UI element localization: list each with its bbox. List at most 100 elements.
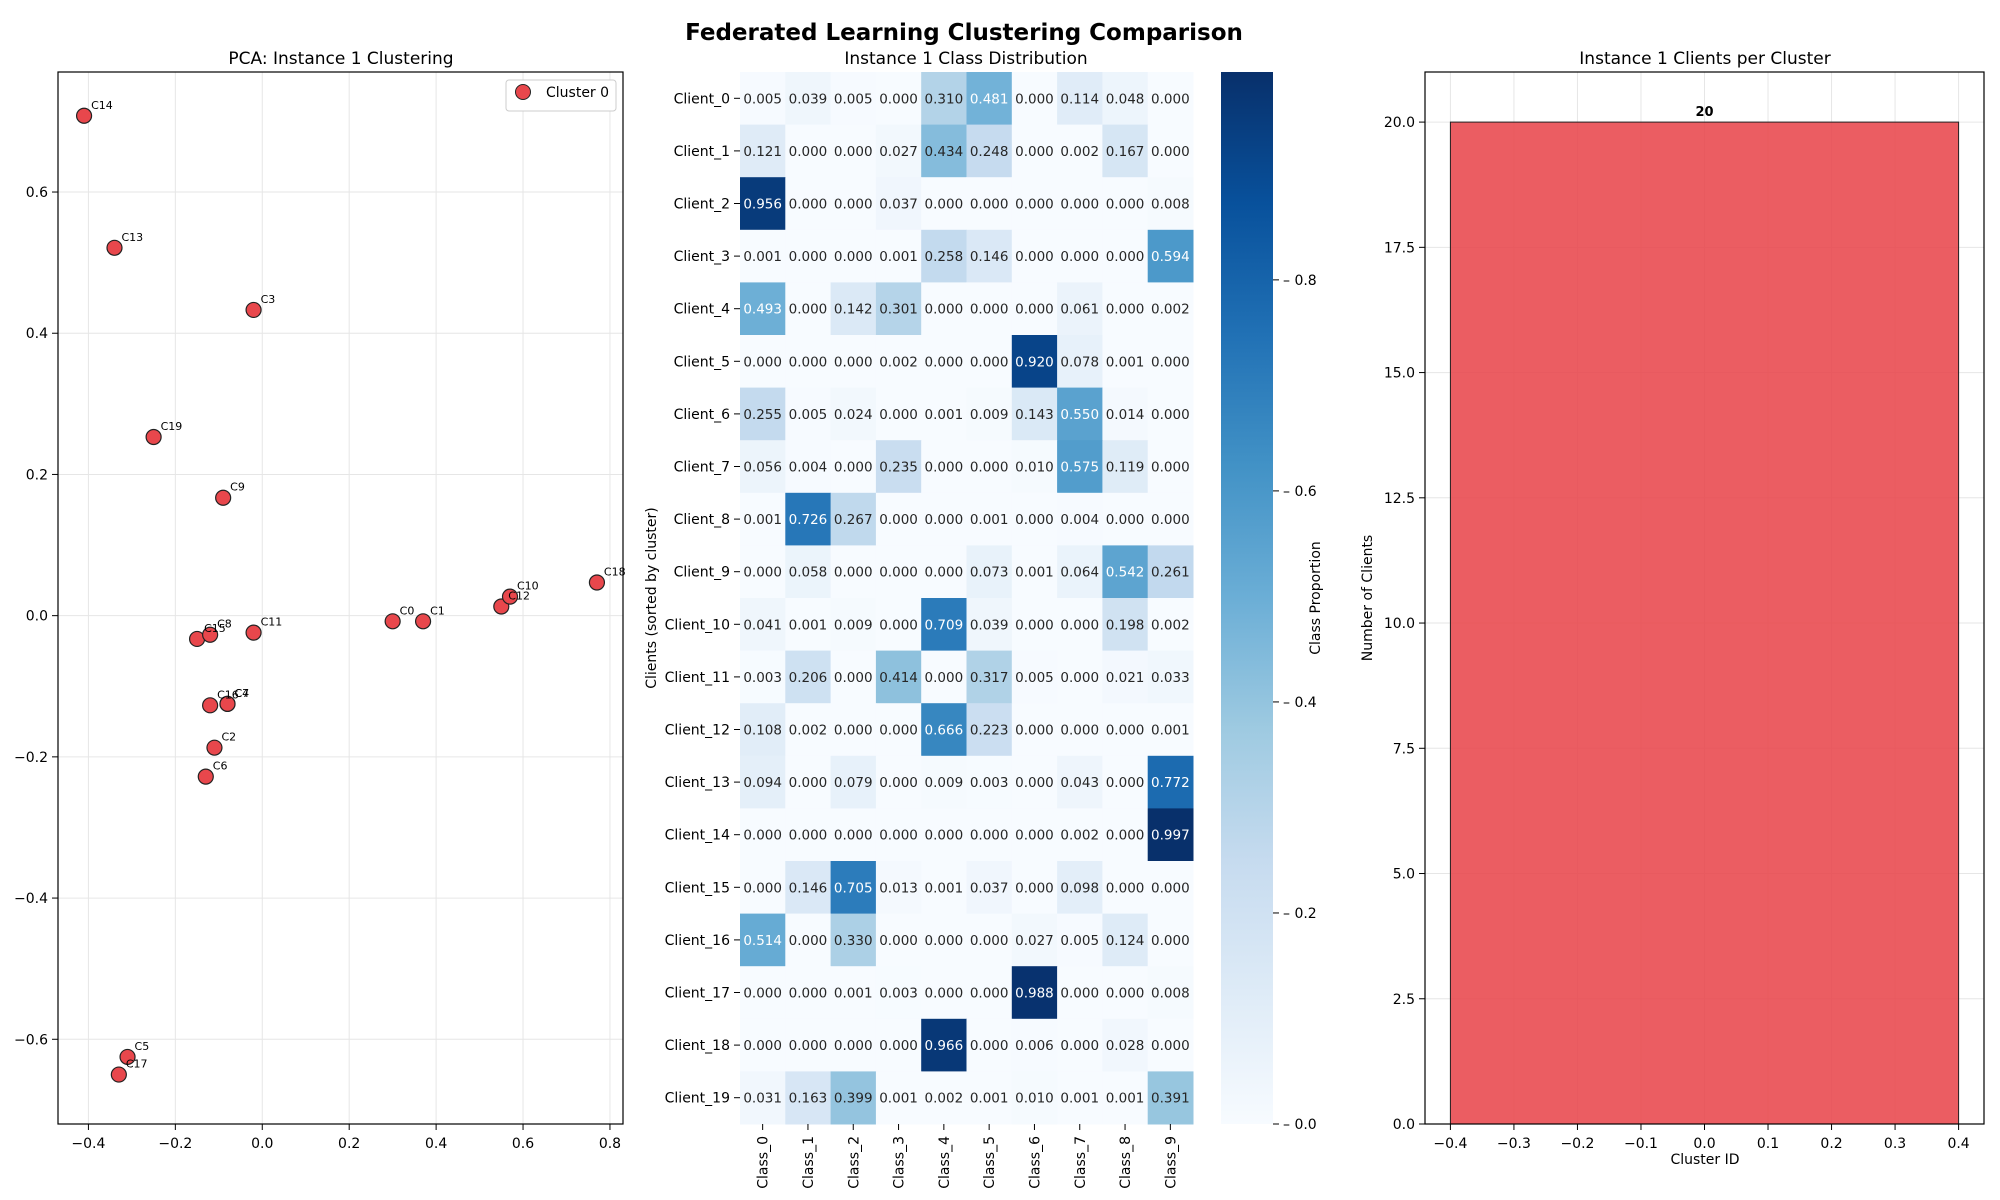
heatmap-cell	[830, 492, 877, 546]
heatmap-cell	[1011, 755, 1058, 809]
heatmap-cell	[1011, 72, 1058, 126]
bar-xtick-label: 0.3	[1884, 1136, 1906, 1152]
heatmap-column-label: Class_7	[1073, 1136, 1089, 1189]
heatmap-cell-value: 0.048	[1106, 91, 1145, 107]
scatter-point-c7	[219, 695, 236, 713]
heatmap-cell-value: 0.000	[1106, 197, 1145, 213]
heatmap-cell	[1147, 1018, 1194, 1072]
heatmap-cell	[830, 703, 877, 757]
heatmap-cell	[966, 808, 1013, 862]
bar-xlabel: Cluster ID	[1670, 1152, 1739, 1168]
bar-ytick-label: 7.5	[1393, 741, 1415, 757]
heatmap-column-label: Class_2	[846, 1136, 862, 1189]
bar-ytick-label: 15.0	[1384, 366, 1415, 382]
heatmap-cell	[1057, 966, 1103, 1020]
heatmap-cell	[785, 492, 832, 546]
heatmap-cell-value: 0.000	[970, 302, 1009, 318]
heatmap-cell-value: 0.073	[970, 565, 1009, 581]
heatmap-cell	[740, 492, 786, 546]
heatmap-cell	[1147, 703, 1194, 757]
bar-ytick-label: 12.5	[1384, 491, 1415, 507]
heatmap-cell	[1147, 1071, 1194, 1125]
heatmap-cell-value: 0.000	[834, 249, 873, 265]
heatmap-cell-value: 0.000	[925, 565, 964, 581]
heatmap-cell	[785, 913, 832, 967]
heatmap-cell-value: 0.434	[925, 144, 964, 160]
heatmap-cell	[875, 492, 922, 546]
heatmap-cell	[785, 282, 832, 336]
heatmap-cell-value: 0.000	[1015, 249, 1054, 265]
heatmap-cell	[1147, 177, 1194, 231]
heatmap-cell-value: 0.000	[834, 723, 873, 739]
heatmap-cell	[785, 72, 832, 126]
heatmap-cell-value: 0.143	[1015, 407, 1054, 423]
heatmap-cell	[1057, 492, 1103, 546]
heatmap-cell-value: 0.039	[970, 617, 1009, 633]
heatmap-cell-value: 0.000	[925, 197, 964, 213]
heatmap-cell-value: 0.043	[1060, 775, 1099, 791]
heatmap-cell-value: 0.000	[1015, 512, 1054, 528]
heatmap-cell-value: 0.000	[789, 986, 828, 1002]
heatmap-cell-value: 0.027	[1015, 933, 1054, 949]
heatmap-cell-value: 0.000	[1106, 249, 1145, 265]
heatmap-cell-value: 0.001	[1060, 1091, 1099, 1107]
heatmap-cell	[1102, 124, 1149, 178]
heatmap-cell-value: 0.920	[1015, 354, 1054, 370]
heatmap-cell-value: 0.223	[970, 723, 1009, 739]
heatmap-cell	[1102, 492, 1149, 546]
heatmap-cell	[1102, 1071, 1149, 1125]
heatmap-row-label: Client_4	[674, 302, 731, 318]
heatmap-cell	[740, 861, 786, 915]
heatmap-cell-value: 0.002	[1151, 302, 1190, 318]
heatmap-cell-value: 0.000	[879, 512, 918, 528]
heatmap-cell-value: 0.267	[834, 512, 873, 528]
heatmap-cell-value: 0.000	[1015, 775, 1054, 791]
heatmap-cell	[1011, 335, 1058, 389]
scatter-frame	[57, 71, 624, 1125]
heatmap-cell-value: 0.575	[1060, 460, 1099, 476]
heatmap-cell	[966, 335, 1013, 389]
colorbar-label: Class Proportion	[1308, 541, 1324, 655]
heatmap-cell	[740, 808, 786, 862]
heatmap-cell-value: 0.094	[743, 775, 782, 791]
scatter-xtick-label: 0.0	[251, 1136, 273, 1152]
heatmap-cell-value: 0.000	[1060, 617, 1099, 633]
heatmap-cell	[921, 703, 967, 757]
heatmap-cell-value: 0.005	[834, 91, 873, 107]
heatmap-cell	[1011, 387, 1058, 441]
heatmap-cell-value: 0.001	[970, 512, 1009, 528]
heatmap-cell-value: 0.772	[1151, 775, 1190, 791]
heatmap-row-label: Client_9	[674, 565, 730, 581]
bar-value-label: 20	[1695, 105, 1713, 120]
heatmap-cell	[1011, 229, 1058, 283]
scatter-point-c10	[501, 588, 519, 605]
heatmap-cell-value: 0.391	[1151, 1091, 1190, 1107]
heatmap-cell	[1057, 598, 1103, 652]
heatmap-cell-value: 0.000	[789, 1038, 828, 1054]
heatmap-cell	[1102, 861, 1149, 915]
clients-per-cluster-bar-chart: Instance 1 Clients per Cluster 20 −0.4 −0…	[1360, 49, 1985, 1168]
heatmap-row-label: Client_10	[665, 617, 730, 633]
heatmap-cell	[966, 492, 1013, 546]
heatmap-cell	[740, 545, 786, 599]
scatter-ytick-label: −0.2	[14, 750, 48, 766]
heatmap-cell	[1147, 492, 1194, 546]
heatmap-cell-value: 0.002	[789, 723, 828, 739]
heatmap-cell	[830, 282, 877, 336]
heatmap-cell	[966, 387, 1013, 441]
bar-ytick-label: 17.5	[1384, 240, 1415, 256]
scatter-grid	[58, 72, 623, 1124]
heatmap-cell	[921, 177, 967, 231]
heatmap-cell	[1102, 650, 1149, 704]
scatter-xtick-label: −0.2	[158, 1136, 192, 1152]
heatmap-cell-value: 0.317	[970, 670, 1009, 686]
heatmap-column-label: Class_9	[1163, 1136, 1179, 1189]
scatter-point-c2	[206, 739, 223, 756]
heatmap-cell-value: 0.000	[834, 460, 873, 476]
bar-xtick-label: 0.2	[1820, 1136, 1842, 1152]
bar-xtick-label: −0.2	[1560, 1136, 1594, 1152]
heatmap-cell-value: 0.514	[743, 933, 782, 949]
heatmap-cell	[785, 229, 832, 283]
class-distribution-heatmap: Instance 1 Class Distribution 0.005 0.039…	[644, 49, 1324, 1189]
heatmap-cell-value: 0.001	[789, 617, 828, 633]
